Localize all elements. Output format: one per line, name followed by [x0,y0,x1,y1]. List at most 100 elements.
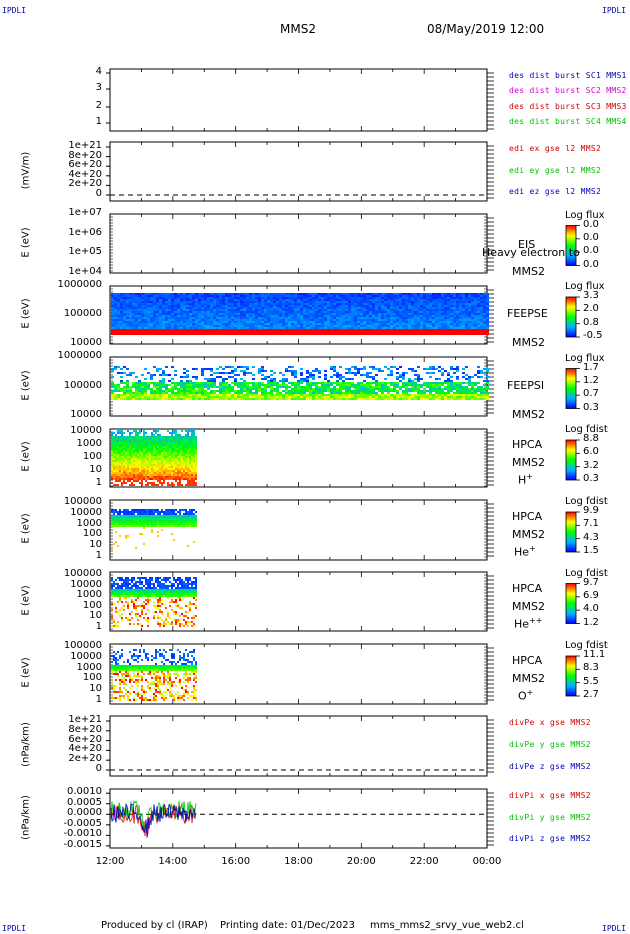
heatmap-cell [333,333,336,335]
heatmap-cell [453,307,456,309]
heatmap-cell [486,382,489,384]
heatmap-cell [183,311,186,313]
heatmap-cell [115,466,117,468]
heatmap-cell [432,299,435,301]
heatmap-cell [288,297,291,299]
heatmap-cell [324,319,327,321]
heatmap-cell [189,331,192,333]
heatmap-cell [168,398,171,400]
heatmap-cell [465,386,468,388]
heatmap-cell [231,313,234,315]
heatmap-cell [414,299,417,301]
heatmap-cell [396,307,399,309]
heatmap-cell [420,317,423,319]
heatmap-cell [162,372,165,374]
heatmap-cell [420,309,423,311]
heatmap-cell [381,384,384,386]
heatmap-cell [480,376,483,378]
heatmap-cell [369,313,372,315]
heatmap-cell [429,319,432,321]
heatmap-cell [135,480,137,482]
heatmap-cell [201,307,204,309]
heatmap-cell [321,315,324,317]
heatmap-cell [357,325,360,327]
heatmap-cell [363,392,366,394]
heatmap-cell [342,295,345,297]
heatmap-cell [192,293,195,295]
heatmap-cell [408,315,411,317]
heatmap-cell [276,392,279,394]
heatmap-cell [369,301,372,303]
heatmap-cell [123,307,126,309]
heatmap-cell [285,388,288,390]
heatmap-cell [393,293,396,295]
heatmap-cell [150,295,153,297]
heatmap-cell [141,450,143,452]
heatmap-cell [156,386,159,388]
heatmap-cell [135,436,137,438]
heatmap-cell [156,307,159,309]
heatmap-cell [125,444,127,446]
heatmap-cell [198,311,201,313]
heatmap-cell [213,293,216,295]
heatmap-cell [369,394,372,396]
heatmap-cell [225,311,228,313]
heatmap-cell [345,396,348,398]
heatmap-cell [420,333,423,335]
heatmap-cell [139,432,141,434]
heatmap-cell [273,309,276,311]
heatmap-cell [153,458,155,460]
heatmap-cell [321,321,324,323]
heatmap-cell [306,396,309,398]
heatmap-cell [312,295,315,297]
heatmap-cell [151,444,153,446]
heatmap-cell [363,307,366,309]
heatmap-cell [387,305,390,307]
heatmap-cell [300,327,303,329]
heatmap-cell [339,331,342,333]
heatmap-cell [261,327,264,329]
heatmap-cell [138,301,141,303]
heatmap-cell [420,386,423,388]
heatmap-cell [453,398,456,400]
heatmap-cell [147,315,150,317]
heatmap-cell [174,331,177,333]
heatmap-cell [153,307,156,309]
heatmap-cell [276,390,279,392]
heatmap-cell [267,327,270,329]
heatmap-cell [321,394,324,396]
heatmap-cell [465,305,468,307]
heatmap-cell [303,323,306,325]
heatmap-cell [318,311,321,313]
heatmap-cell [111,313,114,315]
heatmap-cell [459,303,462,305]
heatmap-cell [444,317,447,319]
heatmap-cell [306,309,309,311]
heatmap-cell [375,398,378,400]
heatmap-cell [462,386,465,388]
heatmap-cell [342,293,345,295]
heatmap-cell [345,321,348,323]
heatmap-cell [123,456,125,458]
heatmap-cell [151,478,153,480]
heatmap-cell [333,315,336,317]
heatmap-cell [159,382,162,384]
heatmap-cell [267,305,270,307]
heatmap-cell [450,398,453,400]
heatmap-cell [330,384,333,386]
heatmap-cell [189,317,192,319]
heatmap-cell [264,396,267,398]
heatmap-cell [216,311,219,313]
heatmap-cell [336,327,339,329]
heatmap-cell [438,305,441,307]
heatmap-cell [162,311,165,313]
heatmap-cell [285,378,288,380]
heatmap-cell [483,390,486,392]
heatmap-cell [126,394,129,396]
heatmap-cell [408,317,411,319]
heatmap-cell [417,392,420,394]
heatmap-cell [426,307,429,309]
heatmap-cell [162,319,165,321]
heatmap-cell [456,396,459,398]
heatmap-cell [363,390,366,392]
